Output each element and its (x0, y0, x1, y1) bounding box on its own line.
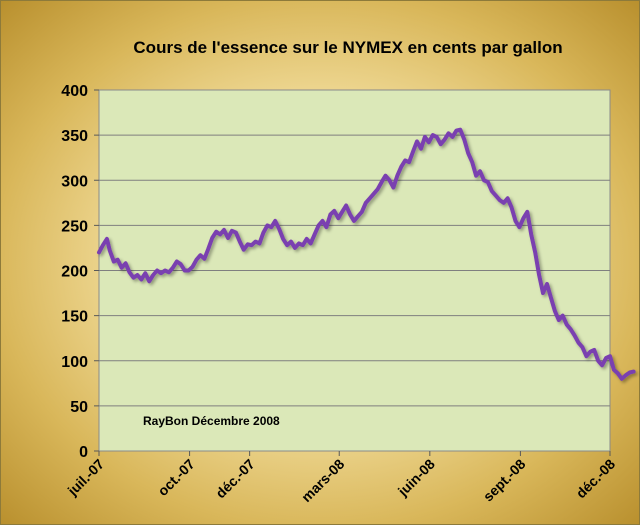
series-line (97, 127, 636, 381)
gridlines (99, 134, 610, 407)
chart-title: Cours de l'essence sur le NYMEX en cents… (133, 38, 562, 57)
y-tick-label: 200 (61, 264, 88, 281)
y-tick-label: 0 (79, 444, 88, 461)
y-tick-label: 300 (61, 173, 88, 190)
x-tick-label: déc.-08 (573, 456, 619, 502)
y-tick-label: 250 (61, 218, 88, 235)
x-tick-label: oct.-07 (154, 456, 197, 499)
y-tick-label: 350 (61, 128, 88, 145)
y-tick-label: 100 (61, 354, 88, 371)
chart-annotation: RayBon Décembre 2008 (143, 414, 280, 428)
x-axis: juil.-07 oct.-07 déc.-07 mars-08 juin-08 sept… (64, 451, 619, 505)
x-tick-label: juin-08 (394, 456, 438, 500)
y-axis: 0 50 100 150 200 250 300 350 400 (61, 83, 99, 461)
x-tick-label: juil.-07 (64, 456, 108, 500)
y-tick-label: 50 (70, 399, 88, 416)
x-tick-label: sept.-08 (480, 456, 529, 505)
y-tick-label: 400 (61, 83, 88, 100)
y-tick-label: 150 (61, 309, 88, 326)
x-tick-label: déc.-07 (212, 456, 258, 502)
x-tick-label: mars-08 (298, 456, 347, 505)
